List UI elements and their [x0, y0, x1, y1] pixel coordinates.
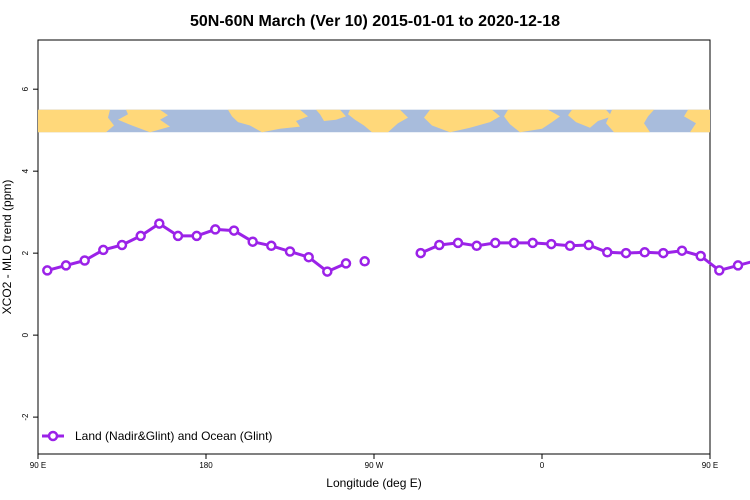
series-0-point-2-9: [583, 239, 594, 251]
series-0-point-2-17: [732, 260, 744, 271]
series-0-point-0-13: [284, 246, 296, 257]
series-0-point-2-7: [546, 238, 557, 250]
map-land-8: [568, 109, 612, 128]
series-0-point-2-12: [639, 247, 650, 258]
series-0-point-0-5: [135, 230, 146, 242]
map-land-5: [348, 109, 408, 133]
x-tick-label-2: 90 W: [365, 461, 384, 470]
map-land-10: [684, 109, 710, 133]
series-0-point-0-16: [340, 258, 352, 269]
series-0-point-1-0: [359, 256, 370, 267]
chart-title: 50N-60N March (Ver 10) 2015-01-01 to 202…: [190, 13, 560, 30]
legend-point-marker: [47, 430, 59, 442]
series-0-point-0-10: [228, 225, 240, 236]
x-axis: 90 E 180 90 W 0 90 E: [30, 453, 718, 470]
x-tick-label-3: 0: [540, 461, 545, 470]
series-0-point-0-9: [210, 224, 221, 235]
series-0-point-2-15: [695, 250, 706, 262]
y-tick-label-0: -2: [21, 413, 30, 421]
series-0-point-2-3: [471, 240, 482, 252]
series-0-point-2-1: [434, 239, 445, 251]
series-0-point-2-13: [658, 247, 669, 259]
legend: Land (Nadir&Glint) and Ocean (Glint): [42, 429, 272, 443]
map-land-6: [424, 109, 500, 133]
map-land-2: [118, 109, 170, 133]
series-0-point-0-11: [247, 236, 258, 247]
series-0-point-0-0: [42, 265, 53, 276]
y-tick-label-3: 4: [21, 168, 30, 173]
series-0-point-2-8: [564, 240, 576, 252]
series-0-point-2-10: [602, 247, 613, 258]
y-tick-label-4: 6: [21, 86, 30, 91]
series-0-point-2-0: [415, 247, 426, 259]
series-0-point-2-16: [714, 265, 725, 276]
series-0-point-0-8: [191, 230, 202, 242]
series-0-point-0-7: [172, 230, 184, 242]
x-tick-label-0: 90 E: [30, 461, 46, 470]
map-land-7: [504, 109, 560, 133]
x-axis-label: Longitude (deg E): [326, 476, 421, 490]
map-land-1: [38, 109, 114, 133]
series-0-point-2-6: [527, 237, 538, 249]
series-0-point-0-12: [266, 240, 277, 252]
series-0-point-0-14: [303, 251, 314, 263]
x-tick-label-4: 90 E: [702, 461, 718, 470]
world-map-band: [38, 109, 710, 133]
map-land-4: [316, 109, 346, 121]
y-axis: -2 0 2 4 6: [21, 86, 38, 421]
y-tick-label-2: 2: [21, 250, 30, 255]
series-0-point-2-2: [452, 237, 464, 249]
plot-frame: [37, 39, 711, 455]
series-0-point-2-14: [676, 245, 688, 256]
series-layer: [42, 218, 750, 277]
legend-label: Land (Nadir&Glint) and Ocean (Glint): [75, 429, 272, 443]
series-0-point-0-2: [79, 255, 90, 266]
series-0-point-0-3: [98, 244, 109, 256]
series-0-point-0-15: [322, 266, 333, 277]
y-axis-label: XCO2 - MLO trend (ppm): [0, 180, 14, 315]
map-land-3: [228, 109, 308, 133]
series-0-point-2-4: [490, 237, 501, 249]
series-0-point-2-11: [620, 247, 632, 259]
map-land-9: [606, 109, 654, 133]
series-0-point-0-1: [60, 260, 72, 271]
series-0-point-2-5: [508, 237, 520, 249]
series-0-point-0-6: [154, 218, 165, 229]
x-tick-label-1: 180: [199, 461, 213, 470]
y-tick-label-1: 0: [21, 332, 30, 337]
series-0-point-0-4: [116, 239, 128, 251]
